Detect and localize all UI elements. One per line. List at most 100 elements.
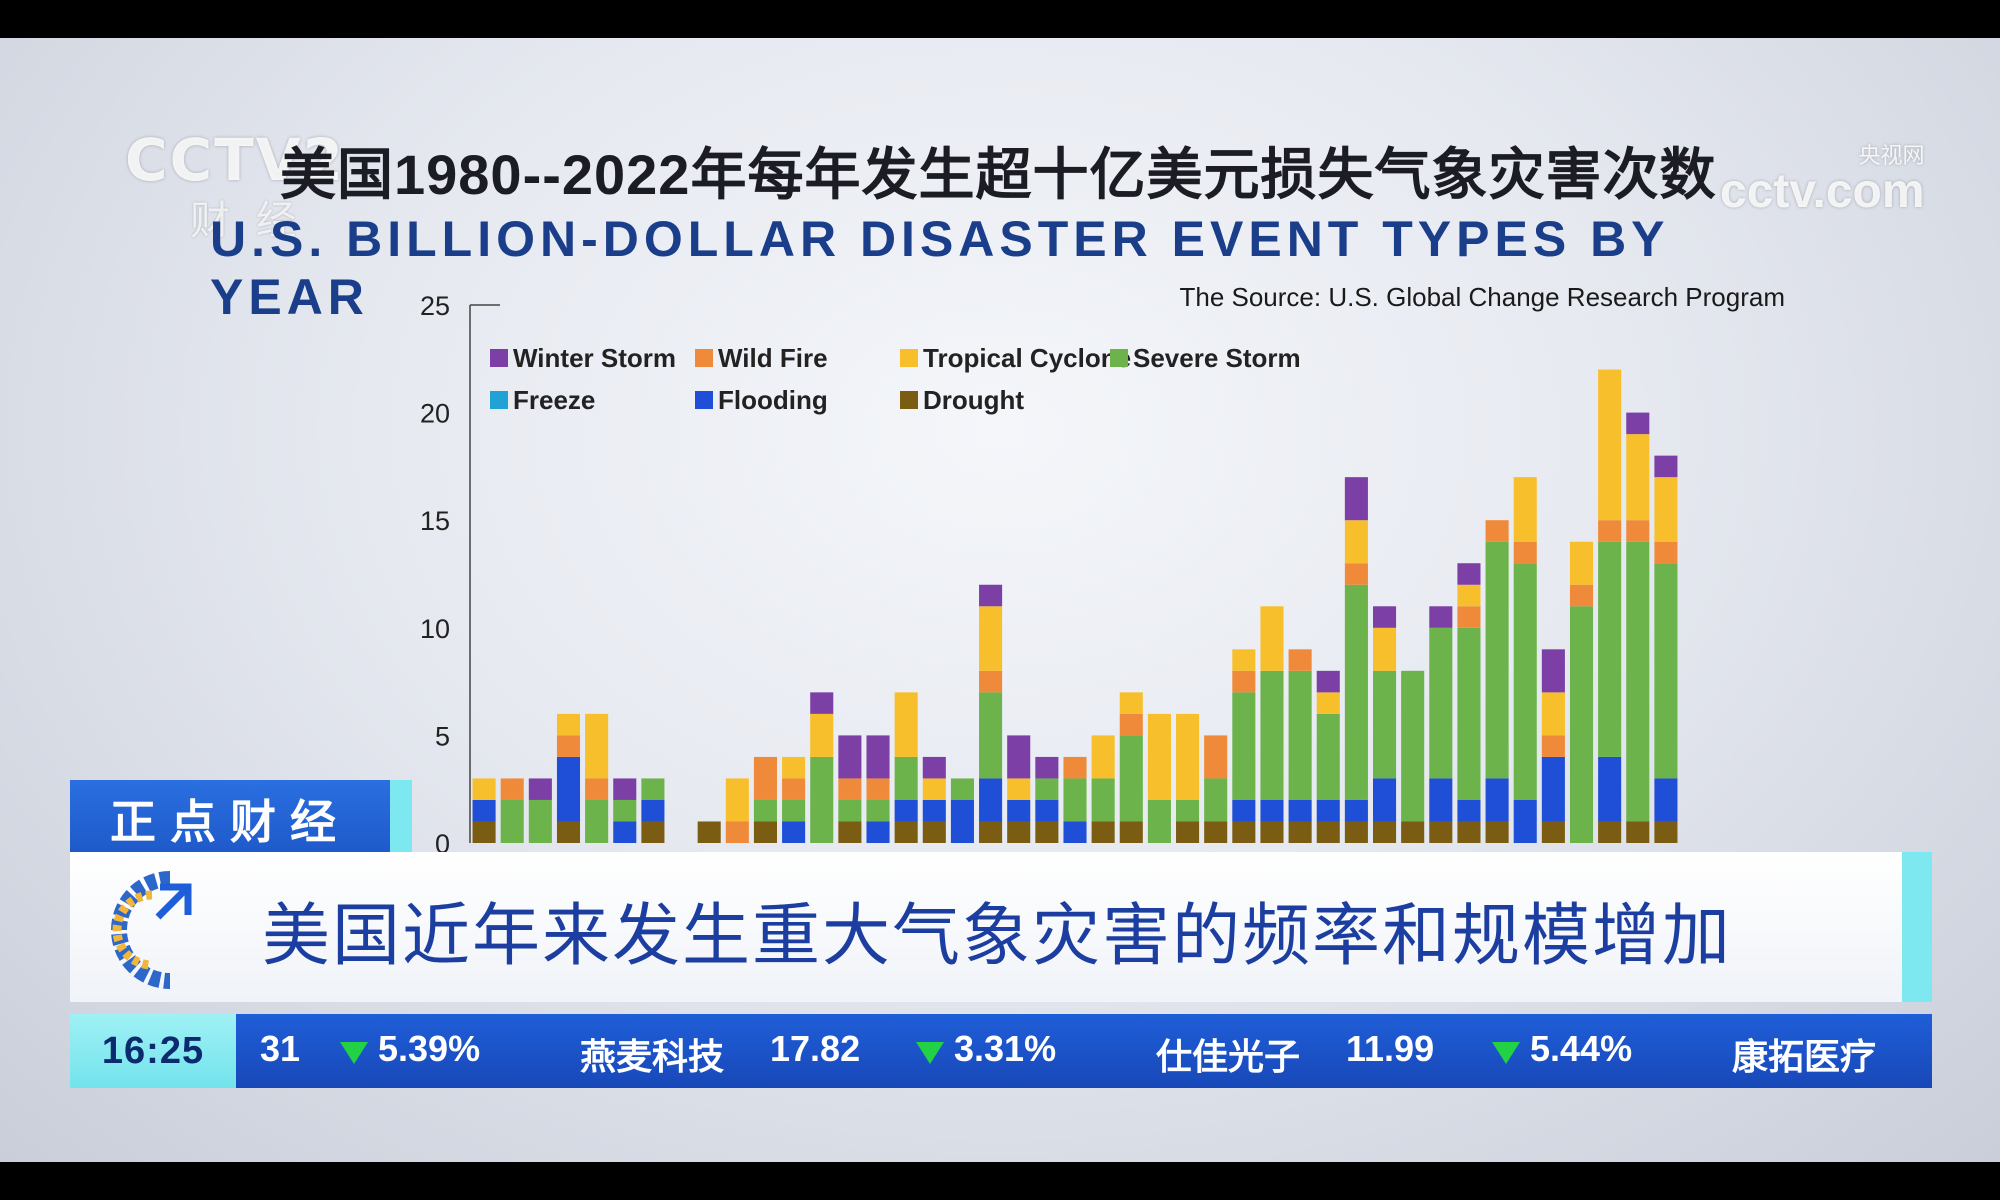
- ticker-price: 11.99: [1346, 1028, 1435, 1069]
- bar-segment-flooding: [1457, 799, 1481, 822]
- bar-segment-tropical-cyclone: [1598, 369, 1622, 521]
- bar-segment-wild-fire: [1063, 756, 1087, 779]
- bar-segment-drought: [1316, 821, 1340, 843]
- bar-segment-tropical-cyclone: [1007, 778, 1031, 800]
- cctvcom-en: cctv.com: [1720, 165, 1925, 218]
- legend-label: Tropical Cyclone: [923, 343, 1131, 373]
- y-tick-label: 20: [420, 399, 450, 429]
- bar-segment-tropical-cyclone: [922, 778, 946, 800]
- chart-subtitle: U.S. BILLION-DOLLAR DISASTER EVENT TYPES…: [210, 211, 1669, 325]
- bar-segment-flooding: [1598, 756, 1622, 822]
- bar-segment-winter-storm: [979, 584, 1003, 607]
- bar-segment-severe-storm: [585, 799, 609, 843]
- legend-swatch: [695, 349, 713, 367]
- y-tick-label: 15: [420, 506, 450, 536]
- bar-segment-severe-storm: [1626, 541, 1650, 822]
- bar-segment-drought: [641, 821, 665, 843]
- bar-segment-severe-storm: [894, 756, 918, 800]
- bar-segment-flooding: [1654, 778, 1678, 822]
- bar-segment-flooding: [1063, 821, 1087, 843]
- bar-segment-severe-storm: [500, 799, 524, 843]
- bar-segment-wild-fire: [838, 778, 862, 800]
- bar-segment-winter-storm: [528, 778, 552, 800]
- bar-segment-winter-storm: [1344, 477, 1368, 521]
- bar-segment-flooding: [1541, 756, 1565, 822]
- bar-segment-severe-storm: [1260, 670, 1284, 800]
- bar-segment-wild-fire: [782, 778, 806, 800]
- bar-segment-wild-fire: [1232, 670, 1256, 693]
- bar-segment-wild-fire: [1569, 584, 1594, 607]
- bar-segment-wild-fire: [1288, 649, 1312, 671]
- bar-segment-severe-storm: [753, 799, 778, 822]
- bar-segment-flooding: [979, 778, 1003, 822]
- bar-segment-winter-storm: [866, 735, 890, 779]
- bar-segment-severe-storm: [1035, 778, 1059, 800]
- legend-swatch: [900, 349, 918, 367]
- bar-segment-severe-storm: [838, 799, 862, 822]
- bar-segment-wild-fire: [725, 821, 749, 843]
- bar-segment-drought: [1035, 821, 1059, 843]
- legend-label: Drought: [923, 385, 1024, 415]
- bar-segment-wild-fire: [1119, 713, 1143, 736]
- legend-label: Severe Storm: [1133, 343, 1301, 373]
- bar-segment-flooding: [613, 821, 637, 843]
- bar-segment-flooding: [1344, 799, 1368, 822]
- bar-segment-severe-storm: [528, 799, 552, 843]
- bar-segment-flooding: [1232, 799, 1256, 822]
- legend-label: Winter Storm: [513, 343, 676, 373]
- bar-segment-severe-storm: [1316, 713, 1340, 800]
- bar-segment-drought: [1288, 821, 1312, 843]
- y-tick-label: 0: [435, 829, 450, 859]
- bar-segment-severe-storm: [810, 756, 834, 843]
- bar-segment-winter-storm: [838, 735, 862, 779]
- bar-segment-tropical-cyclone: [1119, 692, 1143, 714]
- bar-segment-severe-storm: [1147, 799, 1171, 843]
- lower-third-bar: [70, 852, 1902, 1002]
- bar-segment-flooding: [472, 799, 496, 822]
- bar-segment-drought: [1626, 821, 1650, 843]
- bar-segment-wild-fire: [1513, 541, 1537, 564]
- bar-segment-severe-storm: [1569, 606, 1594, 843]
- bar-segment-tropical-cyclone: [556, 713, 581, 736]
- bar-segment-tropical-cyclone: [1541, 692, 1565, 736]
- legend-label: Freeze: [513, 385, 595, 415]
- bar-segment-flooding: [641, 799, 665, 822]
- bar-segment-wild-fire: [1541, 735, 1565, 757]
- legend-swatch: [1110, 349, 1128, 367]
- bar-segment-drought: [1401, 821, 1425, 843]
- bar-segment-winter-storm: [1372, 606, 1397, 628]
- bar-segment-drought: [1429, 821, 1453, 843]
- bar-segment-severe-storm: [1372, 670, 1397, 779]
- bar-segment-severe-storm: [950, 778, 974, 800]
- cctv-logo: CCTV2: [125, 126, 345, 194]
- bar-segment-tropical-cyclone: [1654, 477, 1678, 542]
- bar-segment-severe-storm: [1176, 799, 1200, 822]
- bar-segment-drought: [1541, 821, 1565, 843]
- y-tick-label: 10: [420, 614, 450, 644]
- ticker-name: 燕麦科技: [580, 1036, 725, 1077]
- bar-segment-severe-storm: [1513, 563, 1537, 800]
- bar-segment-severe-storm: [782, 799, 806, 822]
- bar-segment-flooding: [1288, 799, 1312, 822]
- bar-segment-winter-storm: [922, 756, 946, 779]
- bar-segment-flooding: [866, 821, 890, 843]
- bar-segment-tropical-cyclone: [1232, 649, 1256, 671]
- bar-segment-severe-storm: [1119, 735, 1143, 822]
- bar-segment-tropical-cyclone: [725, 778, 749, 822]
- bar-segment-severe-storm: [866, 799, 890, 822]
- bar-segment-severe-storm: [1344, 584, 1368, 800]
- bar-segment-wild-fire: [556, 735, 581, 757]
- bar-segment-drought: [472, 821, 496, 843]
- bar-segment-severe-storm: [1429, 627, 1453, 779]
- bar-segment-drought: [1007, 821, 1031, 843]
- bar-segment-tropical-cyclone: [472, 778, 496, 800]
- ticker-name: 仕佳光子: [1156, 1036, 1301, 1077]
- bar-segment-drought: [838, 821, 862, 843]
- legend-label: Flooding: [718, 385, 828, 415]
- down-arrow-icon: [916, 1042, 944, 1064]
- bar-segment-wild-fire: [1344, 563, 1368, 585]
- bar-segment-tropical-cyclone: [1626, 434, 1650, 521]
- bar-segment-drought: [894, 821, 918, 843]
- bar-segment-flooding: [1035, 799, 1059, 822]
- bar-segment-drought: [1232, 821, 1256, 843]
